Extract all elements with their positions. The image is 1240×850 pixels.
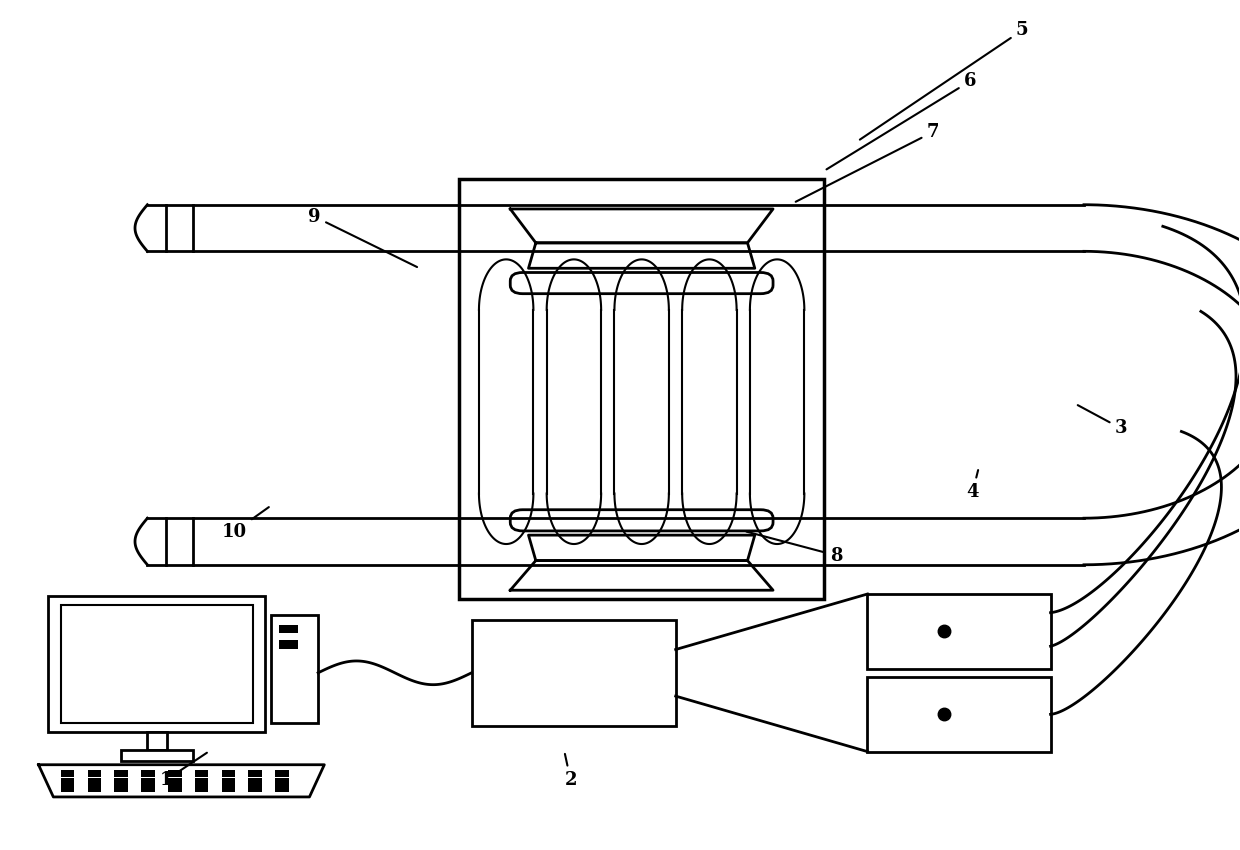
Bar [61,785,74,792]
Text: 10: 10 [222,507,269,541]
Bar [141,785,155,792]
FancyBboxPatch shape [510,510,773,531]
Bar [248,778,262,785]
Text: 4: 4 [966,470,978,501]
Bar [459,179,825,598]
Bar [195,785,208,792]
Bar [120,751,192,762]
Bar [868,677,1050,751]
Bar [222,785,236,792]
Bar [275,778,289,785]
Bar [275,770,289,777]
Bar [166,205,193,252]
Text: 5: 5 [859,21,1028,139]
Bar [88,785,102,792]
Bar [141,778,155,785]
Bar [61,770,74,777]
Bar [167,770,181,777]
Text: 2: 2 [564,754,577,789]
Bar [88,778,102,785]
Bar [195,778,208,785]
Bar [114,770,128,777]
Bar [48,596,265,732]
Bar [61,778,74,785]
Bar [166,518,193,564]
Bar [141,770,155,777]
Bar [167,778,181,785]
Bar [222,770,236,777]
Bar [279,640,299,649]
Bar [868,594,1050,669]
Text: 3: 3 [1078,405,1127,438]
Text: 9: 9 [309,207,417,267]
Text: 1: 1 [160,753,207,789]
Bar [114,785,128,792]
Bar [167,785,181,792]
Bar [61,604,253,723]
Bar [248,770,262,777]
Bar [146,732,166,751]
Bar [195,770,208,777]
Bar [272,615,319,723]
Text: 8: 8 [746,531,843,564]
Bar [222,778,236,785]
Bar [279,625,299,633]
Text: 6: 6 [827,72,976,169]
Bar [275,785,289,792]
Bar [88,770,102,777]
Text: 7: 7 [796,123,940,201]
FancyBboxPatch shape [510,273,773,294]
Bar [471,620,676,726]
Bar [248,785,262,792]
Bar [114,778,128,785]
